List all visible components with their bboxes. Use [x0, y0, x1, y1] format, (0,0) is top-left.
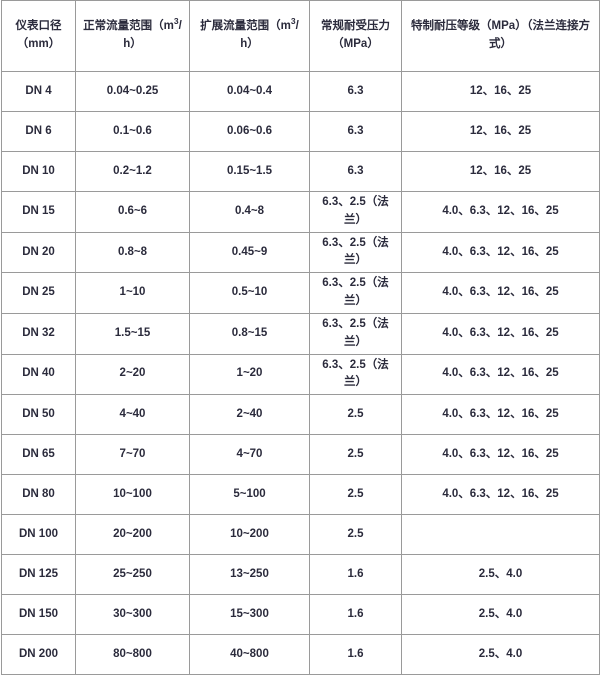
column-header-extended-flow-exponent: 3 — [290, 16, 296, 27]
cell-diameter: DN 65 — [1, 434, 76, 476]
column-header-normal-flow-exponent: 3 — [173, 16, 179, 27]
cell-normal-flow-range: 10~100 — [75, 474, 190, 516]
cell-diameter: DN 40 — [1, 353, 76, 396]
cell-standard-pressure: 6.3、2.5（法兰） — [309, 191, 402, 233]
cell-extended-flow-range: 0.5~10 — [189, 272, 310, 314]
column-header-extended-flow-range-text: 扩展流量范围（m — [200, 20, 291, 33]
cell-special-pressure-rating: 4.0、6.3、12、16、25 — [401, 434, 600, 476]
cell-diameter: DN 15 — [1, 191, 76, 233]
cell-standard-pressure: 6.3、2.5（法兰） — [309, 272, 402, 314]
cell-extended-flow-range: 0.4~8 — [189, 191, 310, 233]
cell-standard-pressure: 6.3 — [309, 111, 402, 152]
cell-special-pressure-rating: 4.0、6.3、12、16、25 — [401, 353, 600, 396]
cell-extended-flow-range: 15~300 — [189, 594, 310, 636]
cell-special-pressure-rating: 12、16、25 — [401, 151, 600, 192]
cell-extended-flow-range: 0.8~15 — [189, 312, 310, 355]
table-row: DN 40 2~20 1~20 6.3、2.5（法兰） 4.0、6.3、12、16、25 — [1, 353, 600, 396]
cell-diameter: DN 50 — [1, 394, 76, 436]
cell-normal-flow-range: 30~300 — [75, 594, 190, 636]
cell-normal-flow-range: 0.2~1.2 — [75, 151, 190, 192]
column-header-diameter: 仪表口径（mm） — [1, 0, 76, 72]
cell-standard-pressure: 6.3、2.5（法兰） — [309, 231, 402, 274]
table-row: DN 4 0.04~0.25 0.04~0.4 6.3 12、16、25 — [1, 71, 600, 112]
cell-diameter: DN 32 — [1, 312, 76, 355]
cell-special-pressure-rating: 4.0、6.3、12、16、25 — [401, 474, 600, 516]
table-body: DN 4 0.04~0.25 0.04~0.4 6.3 12、16、25 DN 6 0.1~… — [1, 71, 600, 675]
table-row: DN 50 4~40 2~40 2.5 4.0、6.3、12、16、25 — [1, 394, 600, 436]
cell-normal-flow-range: 1.5~15 — [75, 312, 190, 355]
table-row: DN 150 30~300 15~300 1.6 2.5、4.0 — [1, 594, 600, 636]
column-header-extended-flow-unit-suffix: /h） — [240, 20, 299, 50]
cell-extended-flow-range: 0.15~1.5 — [189, 151, 310, 192]
cell-extended-flow-range: 0.04~0.4 — [189, 71, 310, 112]
cell-special-pressure-rating: 4.0、6.3、12、16、25 — [401, 394, 600, 436]
cell-diameter: DN 100 — [1, 514, 76, 556]
table-row: DN 25 1~10 0.5~10 6.3、2.5（法兰） 4.0、6.3、12、16、… — [1, 272, 600, 314]
cell-normal-flow-range: 20~200 — [75, 514, 190, 556]
cell-standard-pressure: 2.5 — [309, 514, 402, 556]
cell-diameter: DN 25 — [1, 272, 76, 314]
cell-extended-flow-range: 4~70 — [189, 434, 310, 476]
cell-standard-pressure: 2.5 — [309, 474, 402, 516]
cell-extended-flow-range: 1~20 — [189, 353, 310, 396]
cell-special-pressure-rating: 4.0、6.3、12、16、25 — [401, 272, 600, 314]
cell-diameter: DN 4 — [1, 71, 76, 112]
table-row: DN 100 20~200 10~200 2.5 — [1, 514, 600, 556]
column-header-normal-flow-unit-suffix: /h） — [123, 20, 182, 50]
cell-diameter: DN 20 — [1, 231, 76, 274]
cell-standard-pressure: 6.3、2.5（法兰） — [309, 312, 402, 355]
column-header-extended-flow-range: 扩展流量范围（m3/h） — [189, 0, 310, 72]
cell-normal-flow-range: 0.6~6 — [75, 191, 190, 233]
cell-special-pressure-rating: 2.5、4.0 — [401, 594, 600, 636]
cell-special-pressure-rating: 4.0、6.3、12、16、25 — [401, 191, 600, 233]
cut-off-caption — [0, 654, 600, 660]
cell-standard-pressure: 1.6 — [309, 554, 402, 596]
cell-extended-flow-range: 13~250 — [189, 554, 310, 596]
cell-normal-flow-range: 0.8~8 — [75, 231, 190, 274]
cell-special-pressure-rating: 12、16、25 — [401, 111, 600, 152]
cell-extended-flow-range: 0.45~9 — [189, 231, 310, 274]
table-row: DN 80 10~100 5~100 2.5 4.0、6.3、12、16、25 — [1, 474, 600, 516]
cell-special-pressure-rating: 4.0、6.3、12、16、25 — [401, 231, 600, 274]
cell-normal-flow-range: 1~10 — [75, 272, 190, 314]
cell-standard-pressure: 2.5 — [309, 434, 402, 476]
cell-diameter: DN 150 — [1, 594, 76, 636]
table-row: DN 125 25~250 13~250 1.6 2.5、4.0 — [1, 554, 600, 596]
cell-normal-flow-range: 0.1~0.6 — [75, 111, 190, 152]
cell-diameter: DN 80 — [1, 474, 76, 516]
cell-special-pressure-rating: 2.5、4.0 — [401, 554, 600, 596]
table-row: DN 65 7~70 4~70 2.5 4.0、6.3、12、16、25 — [1, 434, 600, 476]
column-header-normal-flow-range-text: 正常流量范围（m — [83, 20, 174, 33]
column-header-standard-pressure: 常规耐受压力（MPa） — [309, 0, 402, 72]
cell-extended-flow-range: 0.06~0.6 — [189, 111, 310, 152]
table-row: DN 20 0.8~8 0.45~9 6.3、2.5（法兰） 4.0、6.3、12、16… — [1, 231, 600, 274]
cell-standard-pressure: 6.3 — [309, 71, 402, 112]
cell-standard-pressure: 6.3 — [309, 151, 402, 192]
column-header-special-pressure-rating: 特制耐压等级（MPa）（法兰连接方式） — [401, 0, 600, 72]
cell-standard-pressure: 1.6 — [309, 594, 402, 636]
table-row: DN 32 1.5~15 0.8~15 6.3、2.5（法兰） 4.0、6.3、12、1… — [1, 312, 600, 355]
table-row: DN 10 0.2~1.2 0.15~1.5 6.3 12、16、25 — [1, 151, 600, 192]
cell-special-pressure-rating: 12、16、25 — [401, 71, 600, 112]
cell-extended-flow-range: 10~200 — [189, 514, 310, 556]
table-row: DN 6 0.1~0.6 0.06~0.6 6.3 12、16、25 — [1, 111, 600, 152]
cell-normal-flow-range: 7~70 — [75, 434, 190, 476]
cell-normal-flow-range: 4~40 — [75, 394, 190, 436]
cell-extended-flow-range: 5~100 — [189, 474, 310, 516]
cell-special-pressure-rating — [401, 514, 600, 556]
cell-special-pressure-rating: 4.0、6.3、12、16、25 — [401, 312, 600, 355]
cell-normal-flow-range: 0.04~0.25 — [75, 71, 190, 112]
table-header-row: 仪表口径（mm） 正常流量范围（m3/h） 扩展流量范围（m3/h） 常规耐受压… — [1, 0, 600, 72]
cell-normal-flow-range: 2~20 — [75, 353, 190, 396]
cell-normal-flow-range: 25~250 — [75, 554, 190, 596]
cell-diameter: DN 6 — [1, 111, 76, 152]
cell-diameter: DN 10 — [1, 151, 76, 192]
cell-extended-flow-range: 2~40 — [189, 394, 310, 436]
column-header-normal-flow-range: 正常流量范围（m3/h） — [75, 0, 190, 72]
cell-standard-pressure: 6.3、2.5（法兰） — [309, 353, 402, 396]
cell-standard-pressure: 2.5 — [309, 394, 402, 436]
table-row: DN 15 0.6~6 0.4~8 6.3、2.5（法兰） 4.0、6.3、12、16、… — [1, 191, 600, 233]
cell-diameter: DN 125 — [1, 554, 76, 596]
